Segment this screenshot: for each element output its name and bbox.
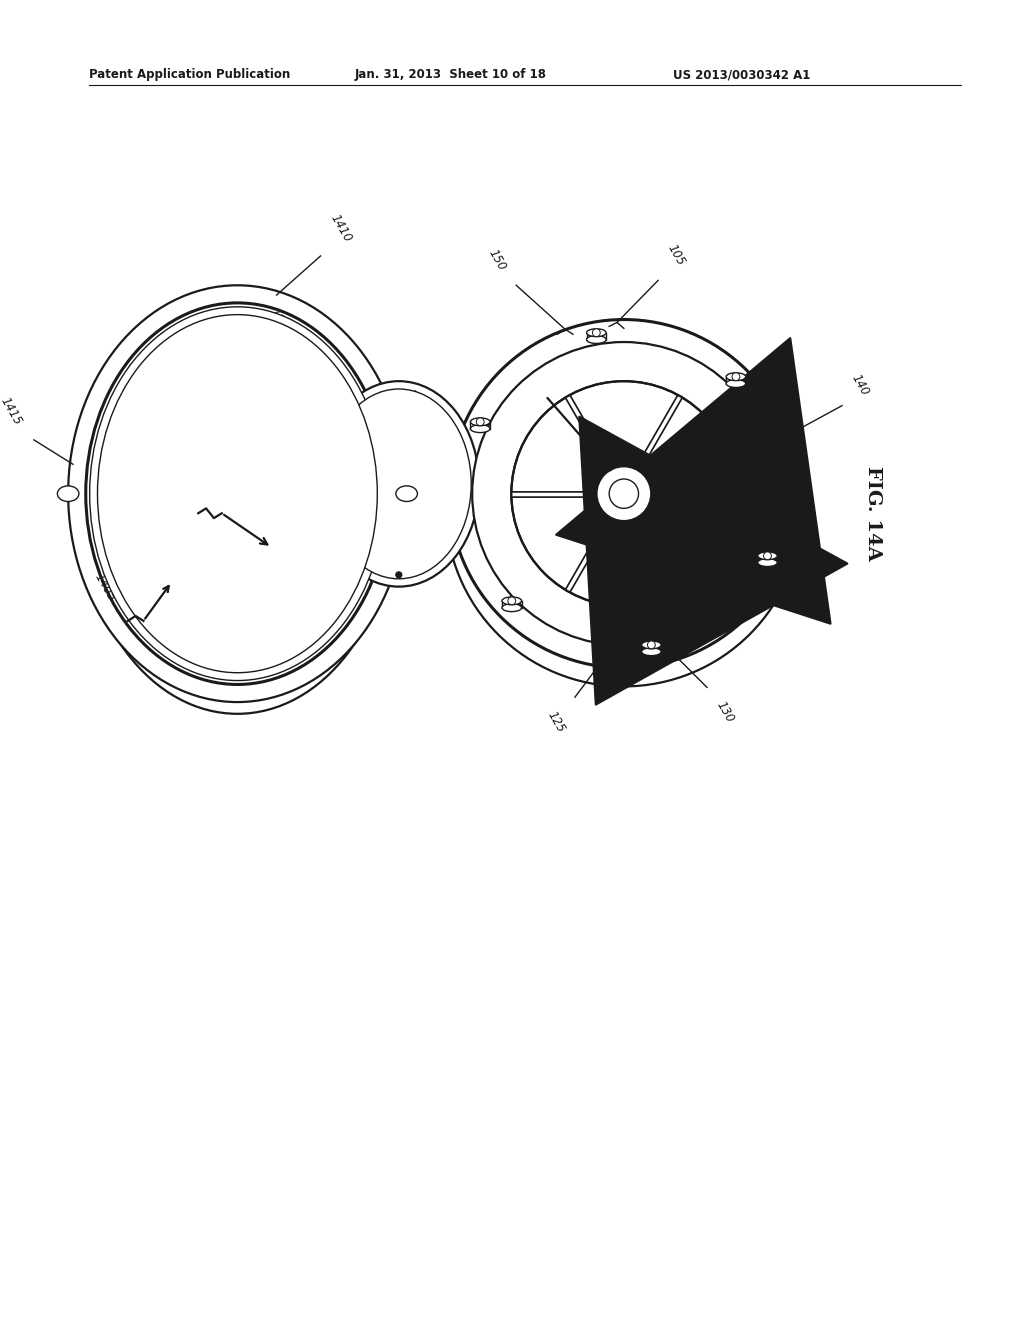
Circle shape xyxy=(508,597,516,605)
Ellipse shape xyxy=(726,380,745,388)
Text: 130: 130 xyxy=(714,700,736,725)
Ellipse shape xyxy=(587,335,606,343)
Ellipse shape xyxy=(396,486,418,502)
Ellipse shape xyxy=(609,479,639,508)
Ellipse shape xyxy=(318,381,479,586)
Circle shape xyxy=(764,552,771,560)
Ellipse shape xyxy=(511,381,736,606)
Text: 125: 125 xyxy=(545,709,567,735)
Text: 1420: 1420 xyxy=(164,473,190,506)
Text: US 2013/0030342 A1: US 2013/0030342 A1 xyxy=(673,69,810,81)
Ellipse shape xyxy=(86,302,389,685)
Circle shape xyxy=(593,329,600,337)
Ellipse shape xyxy=(472,342,775,645)
Text: Jan. 31, 2013  Sheet 10 of 18: Jan. 31, 2013 Sheet 10 of 18 xyxy=(354,69,547,81)
Text: 1415: 1415 xyxy=(0,395,25,428)
Text: 160: 160 xyxy=(284,499,306,524)
Text: FIG. 14A: FIG. 14A xyxy=(864,466,883,561)
Text: Patent Application Publication: Patent Application Publication xyxy=(89,69,290,81)
Ellipse shape xyxy=(502,597,521,605)
Ellipse shape xyxy=(642,648,662,656)
Ellipse shape xyxy=(758,552,777,560)
Circle shape xyxy=(732,372,739,380)
Circle shape xyxy=(476,418,484,426)
Circle shape xyxy=(396,572,401,578)
Text: 165: 165 xyxy=(402,388,425,413)
Text: 1410: 1410 xyxy=(328,211,353,244)
Ellipse shape xyxy=(758,558,777,566)
Ellipse shape xyxy=(90,306,385,681)
Ellipse shape xyxy=(587,329,606,337)
Ellipse shape xyxy=(609,479,639,508)
Text: 1405: 1405 xyxy=(92,570,118,603)
Ellipse shape xyxy=(726,372,745,380)
Ellipse shape xyxy=(57,486,79,502)
Ellipse shape xyxy=(642,642,662,649)
Text: 155: 155 xyxy=(266,306,289,333)
Ellipse shape xyxy=(69,285,407,702)
Text: 150: 150 xyxy=(486,247,508,272)
Ellipse shape xyxy=(97,314,377,673)
Text: 140: 140 xyxy=(849,372,871,397)
Ellipse shape xyxy=(502,603,521,611)
Ellipse shape xyxy=(596,466,651,521)
Ellipse shape xyxy=(596,466,651,521)
Ellipse shape xyxy=(450,319,798,668)
Circle shape xyxy=(647,642,655,649)
Text: 105: 105 xyxy=(665,242,687,268)
Ellipse shape xyxy=(470,425,490,433)
Ellipse shape xyxy=(470,418,490,426)
Ellipse shape xyxy=(327,389,471,578)
